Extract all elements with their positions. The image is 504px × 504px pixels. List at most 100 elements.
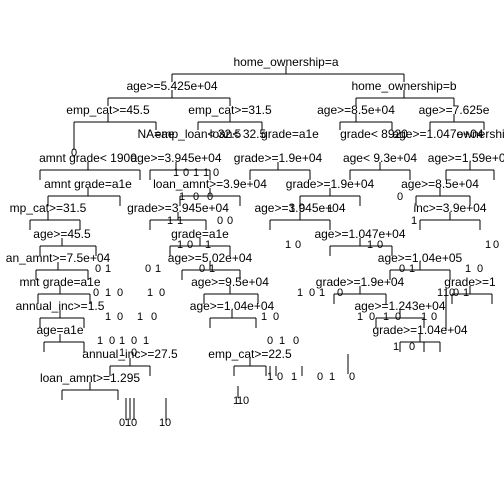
leaf-class: 0 [295,239,301,251]
leaf-class: 1 [147,287,153,299]
leaf-class: 0 [243,395,249,407]
leaf-class: 1 [267,371,273,383]
leaf-class: 1 [393,341,399,353]
leaf-class: 1 [119,347,125,359]
leaf-class: 1 [105,311,111,323]
leaf-class: 1 [203,167,209,179]
leaf-class: 1 [233,395,239,407]
split-label: age>=1.59e+04 [428,151,504,165]
leaf-class: 0 [207,191,213,203]
leaf-class: 0 [165,417,171,429]
split-label: an_amnt>=7.5e+04 [6,251,111,265]
leaf-class: 0 [145,263,151,275]
split-label: grade>=1.04e+04 [372,323,467,337]
leaf-class: 1 [173,167,179,179]
split-label: age=a1e [36,323,83,337]
leaf-class: 0 [117,311,123,323]
split-label: grade>=1 [444,275,496,289]
split-label: amnt grade< 1900 [39,151,137,165]
split-label: age>=9.5e+04 [191,275,269,289]
leaf-class: 0 [119,417,125,429]
leaf-class: 0 [151,311,157,323]
leaf-class: 0 [293,335,299,347]
leaf-class: 0 [299,203,305,215]
leaf-class: 1 [105,263,111,275]
split-label: grade=a1e [261,127,319,141]
leaf-class: 0 [199,263,205,275]
split-label: age>=1.047e+04 [314,227,405,241]
leaf-class: 1 [465,263,471,275]
leaf-class: 0 [183,167,189,179]
leaf-class: 0 [227,215,233,227]
split-label: annual_inc>=27.5 [82,347,178,361]
leaf-class: 1 [193,167,199,179]
split-label: amnt grade=a1e [44,177,132,191]
split-label: loan_amnt>=1.295 [40,371,140,385]
split-label: age>=1.243e+04 [354,299,445,313]
leaf-class: 0 [337,287,343,299]
split-label: age>=5.02e+04 [168,251,253,265]
leaf-class: 1 [261,311,267,323]
leaf-class: 1 [205,239,211,251]
leaf-class: 0 [213,167,219,179]
split-label: grade>=1.9e+04 [234,151,323,165]
leaf-class: 0 [309,287,315,299]
split-label: annual_inc>=1.5 [16,299,105,313]
leaf-class: 0 [377,239,383,251]
leaf-class: 1 [421,311,427,323]
leaf-class: 1 [297,287,303,299]
leaf-class: 1 [159,417,165,429]
leaf-class: 0 [409,341,415,353]
leaf-class: 1 [167,215,173,227]
leaf-class: 0 [131,347,137,359]
leaf-class: 0 [267,335,273,347]
split-label: age>=1.047e+04 [392,127,483,141]
split-label: age>=1.04e+05 [378,251,463,265]
leaf-class: 1 [125,417,131,429]
leaf-class: 1 [367,239,373,251]
leaf-class: 0 [349,371,355,383]
split-label: grade>=1.9e+04 [286,177,375,191]
split-label: home_ownership=b [351,79,456,93]
split-label: age>=8.5e+04 [401,177,479,191]
leaf-class: 1 [143,335,149,347]
leaf-class: 0 [95,263,101,275]
leaf-class: 1 [177,215,183,227]
split-label: inc>=3.9e+04 [413,201,486,215]
split-label: loan_amnt>=3.9e+04 [153,177,267,191]
leaf-class: 0 [477,263,483,275]
split-label: age>=7.625e [419,103,490,117]
leaf-class: 1 [179,191,185,203]
leaf-class: 0 [431,311,437,323]
split-label: age>=5.425e+04 [126,79,217,93]
split-label: emp_cat>=22.5 [208,347,292,361]
leaf-class: 1 [291,371,297,383]
leaf-class: 1 [209,263,215,275]
split-label: grade>=3.945e+04 [127,201,229,215]
leaf-class: 0 [273,311,279,323]
leaf-class: 0 [131,417,137,429]
leaf-class: 1 [279,335,285,347]
leaf-class: 0 [117,287,123,299]
leaf-class: 0 [317,371,323,383]
leaf-class: 0 [369,311,375,323]
leaf-class: 1 [437,287,443,299]
split-label: grade=a1e [171,227,229,241]
split-label: emp_cat>=45.5 [66,103,150,117]
split-label: mp_cat>=31.5 [10,201,87,215]
split-label: age>=8.5e+04 [317,103,395,117]
split-label: age>=45.5 [33,227,91,241]
leaf-class: 1 [177,239,183,251]
leaf-class: 1 [97,335,103,347]
leaf-class: 1 [137,311,143,323]
split-label: home_ownership=a [233,55,338,69]
split-label: NA=ae [137,127,174,141]
split-label: emp_loan< 32.5 [155,127,242,141]
tree-leaves: 01 0 1 1 01 0 01 1 0 01 0 101 0 1 1 0 1 010 1 0 1 0 1 0 10 1 0 1 0 1 0… [71,147,499,429]
split-label: emp_cat>=31.5 [188,103,272,117]
leaf-class: 1 [155,263,161,275]
leaf-class: 0 [217,215,223,227]
leaf-class: 0 [193,191,199,203]
